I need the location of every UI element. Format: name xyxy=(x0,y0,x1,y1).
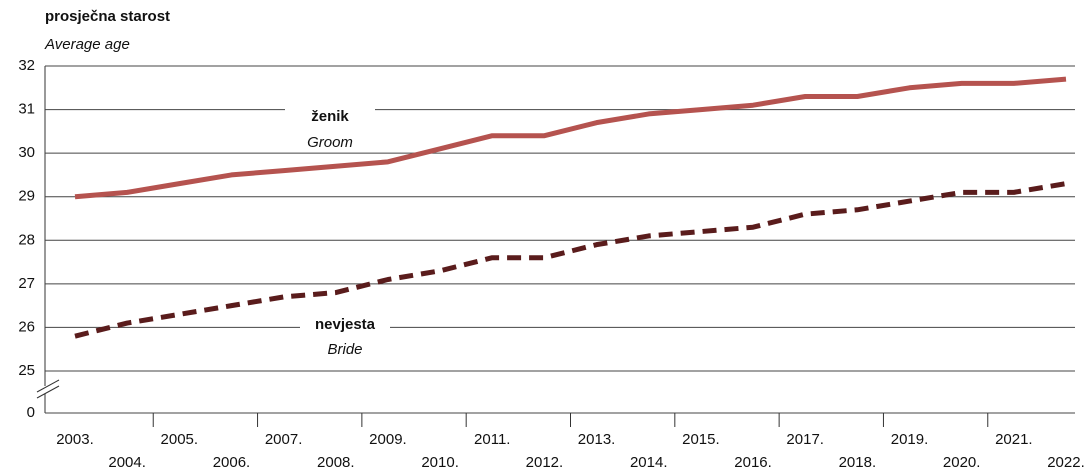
x-tick-label: 2009. xyxy=(369,431,407,448)
x-tick-label: 2018. xyxy=(839,454,877,471)
y-tick-label: 32 xyxy=(18,57,35,74)
x-tick-label: 2021. xyxy=(995,431,1033,448)
axis-break xyxy=(36,385,60,399)
label-background xyxy=(285,103,375,147)
series-label-en: Groom xyxy=(307,134,353,151)
y-tick-label: 27 xyxy=(18,275,35,292)
y-tick-label: 26 xyxy=(18,318,35,335)
chart-title: prosječna starost xyxy=(45,8,170,25)
series-line xyxy=(74,76,1067,200)
y-tick-label: 25 xyxy=(18,362,35,379)
x-tick-label: 2008. xyxy=(317,454,355,471)
x-tick-label: 2005. xyxy=(161,431,199,448)
x-tick-label: 2004. xyxy=(108,454,146,471)
x-tick-label: 2006. xyxy=(213,454,251,471)
label-background xyxy=(300,311,390,355)
x-tick-label: 2022. xyxy=(1047,454,1085,471)
x-tick-label: 2012. xyxy=(526,454,564,471)
y-tick-label: 29 xyxy=(18,188,35,205)
series-label: ženik xyxy=(311,108,349,125)
y-tick-label: 28 xyxy=(18,231,35,248)
x-tick-label: 2010. xyxy=(421,454,459,471)
x-tick-label: 2015. xyxy=(682,431,720,448)
x-tick-label: 2014. xyxy=(630,454,668,471)
y-tick-label: 0 xyxy=(27,404,35,421)
series-label-en: Bride xyxy=(327,341,362,358)
x-tick-label: 2019. xyxy=(891,431,929,448)
axis-break xyxy=(36,379,60,393)
x-tick-label: 2013. xyxy=(578,431,616,448)
y-tick-label: 31 xyxy=(18,101,35,118)
x-tick-label: 2016. xyxy=(734,454,772,471)
x-tick-label: 2011. xyxy=(474,431,510,448)
x-tick-label: 2007. xyxy=(265,431,303,448)
x-tick-label: 2003. xyxy=(56,431,94,448)
y-tick-label: 30 xyxy=(18,144,35,161)
chart-subtitle: Average age xyxy=(44,36,130,53)
axis-break-gap xyxy=(37,386,53,394)
series-label: nevjesta xyxy=(315,316,376,333)
series-line xyxy=(74,181,1067,339)
x-tick-label: 2020. xyxy=(943,454,981,471)
x-tick-label: 2017. xyxy=(786,431,824,448)
